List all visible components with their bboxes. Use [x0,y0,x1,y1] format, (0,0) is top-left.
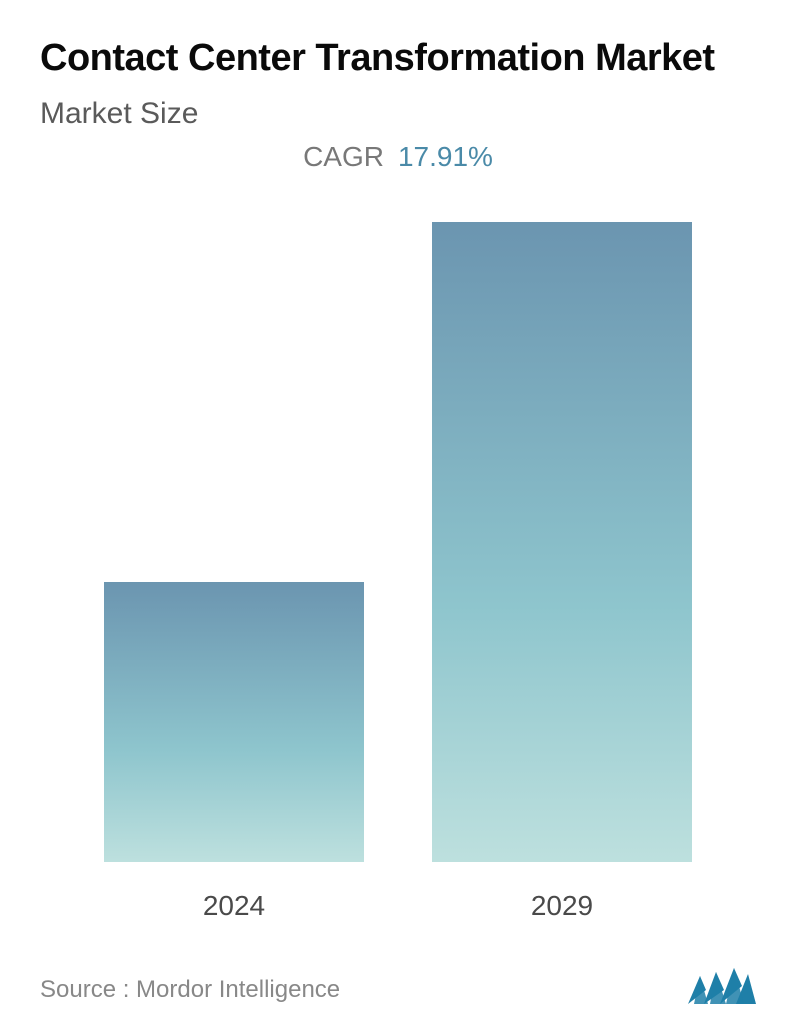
chart-title: Contact Center Transformation Market [40,35,756,83]
chart-container: Contact Center Transformation Market Mar… [0,0,796,1034]
source-text: Source : Mordor Intelligence [40,976,340,1004]
bar-2024 [104,582,364,862]
cagr-label: CAGR [303,141,384,172]
bar-group-1 [432,222,692,862]
cagr-row: CAGR 17.91% [40,141,756,173]
x-label-0: 2024 [104,890,364,922]
bar-2029 [432,222,692,862]
cagr-value: 17.91% [398,141,493,172]
chart-subtitle: Market Size [40,97,756,131]
bar-group-0 [104,582,364,862]
mordor-logo-icon [686,962,756,1004]
x-axis-labels: 2024 2029 [40,862,756,922]
chart-footer: Source : Mordor Intelligence [40,922,756,1004]
x-label-1: 2029 [432,890,692,922]
chart-plot-area [40,193,756,863]
